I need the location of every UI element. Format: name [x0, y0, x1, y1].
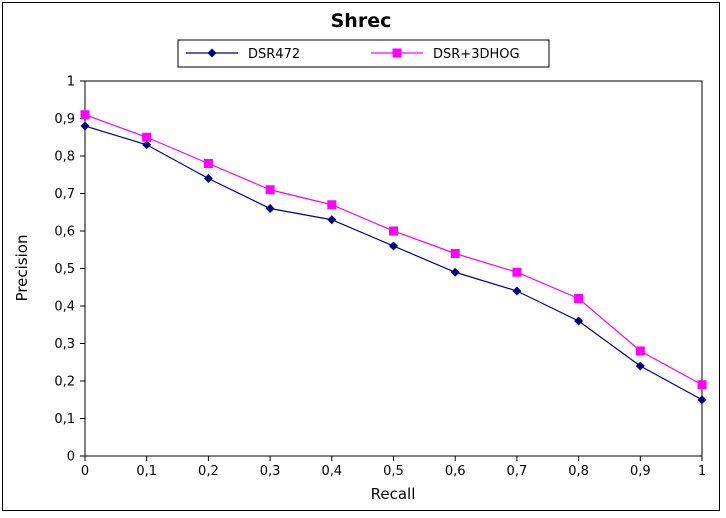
x-tick-label: 0,4 [321, 464, 342, 479]
series-layer [80, 110, 707, 405]
data-point-dsr-3dhog [389, 226, 398, 236]
data-point-dsr472 [203, 174, 213, 183]
legend-marker-dsr472 [207, 48, 217, 58]
x-tick-label: 0,3 [260, 464, 281, 479]
data-point-dsr-3dhog [450, 249, 460, 258]
legend-label-dsr-3dhog: DSR+3DHOG [433, 47, 520, 62]
plot-area [84, 80, 703, 457]
legend: DSR472 DSR+3DHOG [177, 39, 550, 68]
data-point-dsr472 [574, 316, 584, 326]
x-tick-label: 0,2 [198, 464, 219, 479]
data-point-dsr472 [697, 395, 707, 405]
y-tick-label: 0,1 [54, 412, 75, 427]
data-point-dsr-3dhog [80, 110, 90, 120]
x-tick-label: 0,8 [568, 464, 589, 479]
y-tick-label: 0,9 [54, 112, 75, 127]
data-point-dsr-3dhog [635, 346, 645, 356]
x-tick-label: 0,9 [630, 464, 651, 479]
data-point-dsr472 [635, 361, 645, 371]
data-point-dsr472 [80, 121, 90, 131]
data-point-dsr-3dhog [265, 185, 275, 195]
legend-label-dsr472: DSR472 [248, 47, 300, 62]
x-tick-label: 1 [698, 464, 706, 479]
x-tick-label: 0 [81, 464, 89, 479]
data-point-dsr472 [450, 267, 460, 277]
data-point-dsr472 [142, 140, 152, 150]
x-tick-label: 0,5 [383, 464, 404, 479]
y-tick-label: 0,4 [54, 300, 75, 315]
y-tick-label: 0,5 [54, 262, 75, 277]
data-point-dsr472 [327, 215, 337, 225]
y-tick-label: 0,6 [54, 225, 75, 240]
y-tick-label: 0,7 [54, 187, 75, 202]
data-point-dsr472 [512, 286, 522, 296]
data-point-dsr-3dhog [203, 159, 213, 168]
chart-title: Shrec [331, 10, 392, 32]
legend-box [177, 39, 550, 68]
data-point-dsr472 [265, 204, 275, 213]
x-tick-label: 0,7 [507, 464, 528, 479]
x-tick-label: 0,6 [445, 464, 466, 479]
data-point-dsr-3dhog [697, 380, 707, 390]
data-point-dsr-3dhog [574, 294, 584, 303]
x-axis: 0 0,1 0,2 0,3 0,4 0,5 0,6 0,7 0,8 0,9 1 [81, 456, 706, 479]
x-tick-label: 0,1 [136, 464, 157, 479]
data-point-dsr-3dhog [512, 267, 522, 277]
y-tick-label: 0,8 [54, 150, 75, 165]
y-axis-label: Precision [13, 235, 31, 302]
y-tick-label: 0,2 [54, 375, 75, 390]
data-point-dsr-3dhog [327, 200, 337, 210]
y-axis: 0 0,1 0,2 0,3 0,4 0,5 0,6 0,7 0,8 0,9 1 [54, 75, 85, 465]
y-tick-label: 0 [67, 450, 75, 465]
y-tick-label: 0,3 [54, 337, 75, 352]
legend-marker-dsr-3dhog [392, 48, 402, 58]
data-point-dsr472 [389, 241, 398, 251]
data-point-dsr-3dhog [142, 132, 152, 142]
x-axis-label: Recall [371, 485, 416, 503]
y-tick-label: 1 [67, 75, 75, 90]
